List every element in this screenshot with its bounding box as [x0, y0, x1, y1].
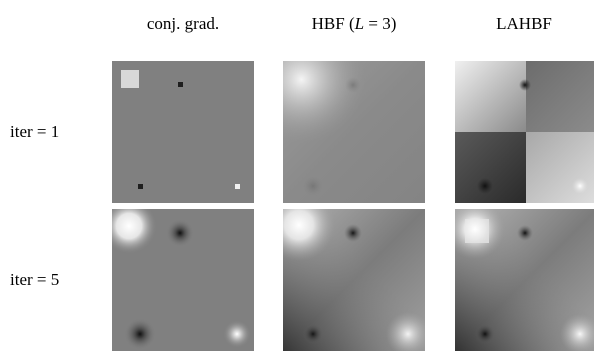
column-header-text: LAHBF [496, 14, 552, 33]
image-hbf-iter-5 [283, 209, 425, 351]
column-header-conj-grad: conj. grad. [147, 14, 219, 34]
panel-lahbf-iter-1 [455, 61, 594, 203]
row-label-iter-1: iter = 1 [10, 122, 60, 141]
column-header-lahbf: LAHBF [496, 14, 552, 34]
image-lahbf-iter-5 [455, 209, 594, 351]
column-header-text: HBF ( [311, 14, 355, 33]
image-conj-grad-iter-5 [112, 209, 254, 351]
column-header-text-suffix: = 3) [364, 14, 397, 33]
image-hbf-iter-1 [283, 61, 425, 203]
row-label-iter-5: iter = 5 [10, 270, 60, 289]
panel-conj-grad-iter-5 [112, 209, 254, 351]
column-header-variable: L [354, 14, 365, 33]
panel-conj-grad-iter-1 [112, 61, 254, 203]
panel-hbf-iter-5 [283, 209, 425, 351]
image-conj-grad-iter-1 [112, 61, 254, 203]
panel-hbf-iter-1 [283, 61, 425, 203]
image-lahbf-iter-1 [455, 61, 594, 203]
column-header-hbf: HBF (L = 3) [312, 14, 397, 34]
column-header-text: conj. grad. [146, 14, 220, 33]
panel-lahbf-iter-5 [455, 209, 594, 351]
